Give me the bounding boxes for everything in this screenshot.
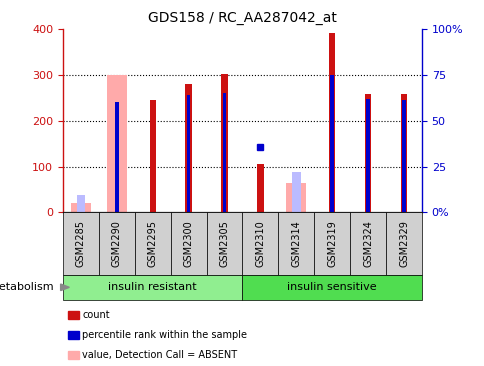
Text: insulin sensitive: insulin sensitive <box>287 282 376 292</box>
Bar <box>286 183 305 212</box>
Text: GSM2300: GSM2300 <box>183 220 193 267</box>
Bar <box>364 94 371 212</box>
Text: GSM2290: GSM2290 <box>112 220 121 267</box>
Text: GSM2305: GSM2305 <box>219 220 229 267</box>
Text: GSM2295: GSM2295 <box>148 220 157 267</box>
Bar <box>291 172 300 212</box>
Text: GSM2324: GSM2324 <box>363 220 372 267</box>
Text: GSM2285: GSM2285 <box>76 220 86 267</box>
Bar <box>115 101 119 212</box>
Text: metabolism: metabolism <box>0 282 53 292</box>
Bar <box>257 164 263 212</box>
Text: GSM2329: GSM2329 <box>398 220 408 267</box>
Bar <box>365 99 369 212</box>
Bar <box>222 93 226 212</box>
Text: percentile rank within the sample: percentile rank within the sample <box>82 330 247 340</box>
Bar <box>400 94 407 212</box>
Text: count: count <box>82 310 110 320</box>
Bar <box>107 75 126 212</box>
Bar <box>186 95 190 212</box>
Text: GSM2319: GSM2319 <box>327 220 336 267</box>
Text: insulin resistant: insulin resistant <box>108 282 197 292</box>
Bar <box>330 75 333 212</box>
Bar <box>328 33 335 212</box>
Text: value, Detection Call = ABSENT: value, Detection Call = ABSENT <box>82 350 237 360</box>
Bar <box>221 74 227 212</box>
Text: GSM2310: GSM2310 <box>255 220 265 267</box>
Bar <box>149 100 156 212</box>
Bar <box>76 195 85 212</box>
Bar <box>401 100 405 212</box>
Bar <box>71 203 91 212</box>
Text: GSM2314: GSM2314 <box>291 220 301 267</box>
Title: GDS158 / RC_AA287042_at: GDS158 / RC_AA287042_at <box>148 11 336 26</box>
Bar <box>185 84 192 212</box>
